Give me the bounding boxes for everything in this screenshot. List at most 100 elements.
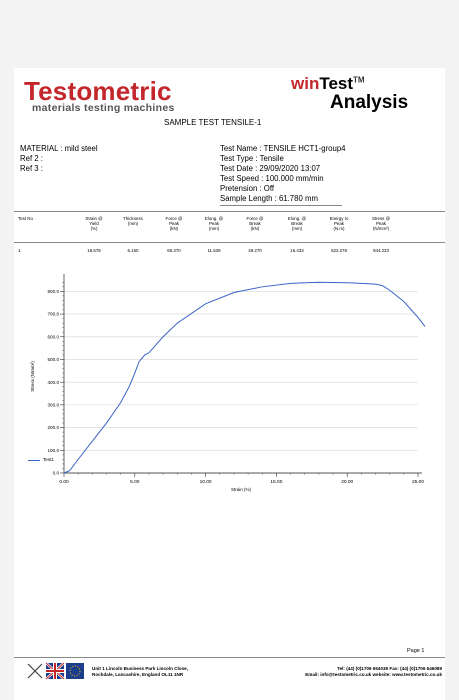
sample-length: Sample Length : 61.780 mm bbox=[220, 194, 318, 203]
company-contact: Tel: (44) (0)1706 654039 Fax: (44) (0)17… bbox=[254, 666, 442, 678]
table-header-line: Peak bbox=[333, 221, 344, 226]
product-win: win bbox=[291, 74, 320, 93]
stress-strain-chart: 0.0 100.0 200.0 300.0 400.0 500.0 600.0 700.0 80… bbox=[30, 274, 426, 492]
y-tick-label: 200.0 bbox=[48, 425, 60, 430]
table-header-line: Peak bbox=[168, 221, 179, 226]
table-header-cell: Thickness (mm) bbox=[111, 216, 155, 226]
table-header-line: Strain @ bbox=[85, 216, 103, 221]
x-tick-label: 20.00 bbox=[341, 479, 353, 485]
table-header-line: Stress @ bbox=[371, 216, 391, 221]
table-header-line: Force @ bbox=[165, 216, 183, 221]
table-header-line: (mm) bbox=[127, 221, 139, 226]
brand-tagline: materials testing machines bbox=[32, 102, 175, 114]
table-cell: 16.433 bbox=[290, 248, 304, 253]
union-flag-icon bbox=[45, 662, 65, 680]
table-header-line: (N.m) bbox=[333, 226, 345, 231]
info-left: MATERIAL : mild steel Ref 2 : Ref 3 : bbox=[20, 144, 98, 174]
table-header-line: Test No bbox=[18, 216, 33, 221]
table-header-rule bbox=[14, 242, 445, 243]
x-tick-label: 5.00 bbox=[130, 479, 140, 485]
eu-flag-icon bbox=[66, 663, 84, 679]
legend-line bbox=[28, 460, 40, 461]
info-right: Test Name : TENSILE HCT1-group4 Test Typ… bbox=[220, 144, 346, 204]
chart-grid bbox=[64, 291, 418, 474]
table-header-cell: Strain @ Yield (%) bbox=[72, 216, 116, 231]
table-top-rule bbox=[14, 211, 445, 212]
table-header-line: Elong. @ bbox=[287, 216, 307, 221]
page-number: Page 1 bbox=[407, 648, 425, 654]
table-header-line: Yield bbox=[89, 221, 99, 226]
cross-flag-icon bbox=[26, 662, 44, 680]
flags-icon bbox=[26, 662, 84, 680]
table-header-line: Peak bbox=[208, 221, 219, 226]
table-header-line: Break bbox=[291, 221, 303, 226]
trademark-mark: TM bbox=[353, 75, 365, 85]
table-header-line: (kN) bbox=[169, 226, 179, 231]
ref3-label: Ref 3 : bbox=[20, 164, 43, 173]
table-header-line: Peak bbox=[375, 221, 386, 226]
x-tick-label: 25.00 bbox=[412, 479, 424, 485]
company-address: Unit 1 Lincoln Business Park Lincoln Clo… bbox=[92, 666, 188, 678]
y-tick-label: 400.0 bbox=[48, 380, 60, 385]
table-header-line: (kN) bbox=[250, 226, 260, 231]
address-line-1: Unit 1 Lincoln Business Park Lincoln Clo… bbox=[92, 666, 188, 671]
table-header-line: Elong. @ bbox=[204, 216, 224, 221]
x-tick-label: 0.00 bbox=[59, 479, 69, 485]
address-line-2: Rochdale, Lancashire, England OL11 1NR bbox=[92, 672, 184, 677]
table-cell: 6.160 bbox=[127, 248, 139, 253]
x-tick-label: 10.00 bbox=[200, 479, 212, 485]
table-cell: 522.278 bbox=[331, 248, 347, 253]
pretension: Pretension : Off bbox=[220, 184, 275, 193]
table-header-line: Force @ bbox=[246, 216, 264, 221]
email-website: Email: info@testometric.co.uk website: w… bbox=[305, 672, 442, 677]
table-cell: 18.678 bbox=[87, 248, 101, 253]
table-header-line: Thickness bbox=[123, 216, 143, 221]
table-header-cell: Energy to Peak (N.m) bbox=[317, 216, 361, 231]
y-tick-label: 700.0 bbox=[48, 312, 60, 317]
y-tick-label: 600.0 bbox=[48, 334, 60, 339]
y-axis-label: Stress (N/mm²) bbox=[30, 361, 35, 392]
product-analysis: Analysis bbox=[330, 92, 409, 113]
table-header-line: (N/mm²) bbox=[372, 226, 390, 231]
x-axis-label: Strain (%) bbox=[231, 487, 252, 492]
sample-length-underline bbox=[220, 205, 342, 206]
chart-axes bbox=[60, 274, 422, 477]
legend-label: Test1 bbox=[43, 457, 54, 462]
table-header-line: (mm) bbox=[291, 226, 303, 231]
material-label: MATERIAL : mild steel bbox=[20, 144, 98, 153]
table-cell: 844.233 bbox=[373, 248, 389, 253]
table-header-cell: Force @ Break (kN) bbox=[233, 216, 277, 231]
chart-series bbox=[63, 281, 426, 474]
table-header-cell: Elong. @ Break (mm) bbox=[275, 216, 319, 231]
tel-fax: Tel: (44) (0)1706 654039 Fax: (44) (0)17… bbox=[337, 666, 442, 671]
y-tick-label: 0.0 bbox=[53, 471, 60, 476]
table-header-cell: Stress @ Peak (N/mm²) bbox=[359, 216, 403, 231]
table-cell: 49.270 bbox=[248, 248, 262, 253]
series-line-1 bbox=[63, 281, 426, 474]
test-type: Test Type : Tensile bbox=[220, 154, 284, 163]
y-tick-label: 500.0 bbox=[48, 357, 60, 362]
table-cell: 65.370 bbox=[167, 248, 181, 253]
brand-logo: Testometric bbox=[24, 76, 172, 106]
table-cell: 11.539 bbox=[207, 248, 221, 253]
x-tick-labels: 0.00 5.00 10.00 15.00 20.00 25.00 bbox=[59, 479, 424, 485]
table-header-line: Energy to bbox=[329, 216, 349, 221]
table-cell: 1 bbox=[18, 248, 21, 253]
product-logo: winTestTM bbox=[291, 74, 365, 94]
table-header-line: Break bbox=[249, 221, 261, 226]
table-header-line: (%) bbox=[90, 226, 98, 231]
product-test: Test bbox=[319, 74, 354, 93]
table-header-cell: Test No bbox=[18, 216, 48, 221]
y-tick-label: 300.0 bbox=[48, 402, 60, 407]
y-tick-label: 100.0 bbox=[48, 448, 60, 453]
table-header-cell: Force @ Peak (kN) bbox=[152, 216, 196, 231]
table-header-cell: Elong. @ Peak (mm) bbox=[192, 216, 236, 231]
y-tick-label: 800.0 bbox=[48, 289, 60, 294]
table-header-line: (mm) bbox=[208, 226, 220, 231]
report-title: SAMPLE TEST TENSILE-1 bbox=[164, 118, 262, 127]
test-date: Test Date : 29/09/2020 13:07 bbox=[220, 164, 321, 173]
footer-rule bbox=[14, 657, 445, 658]
test-name: Test Name : TENSILE HCT1-group4 bbox=[220, 144, 346, 153]
ref2-label: Ref 2 : bbox=[20, 154, 43, 163]
report-page: Testometric materials testing machines w… bbox=[14, 68, 445, 700]
